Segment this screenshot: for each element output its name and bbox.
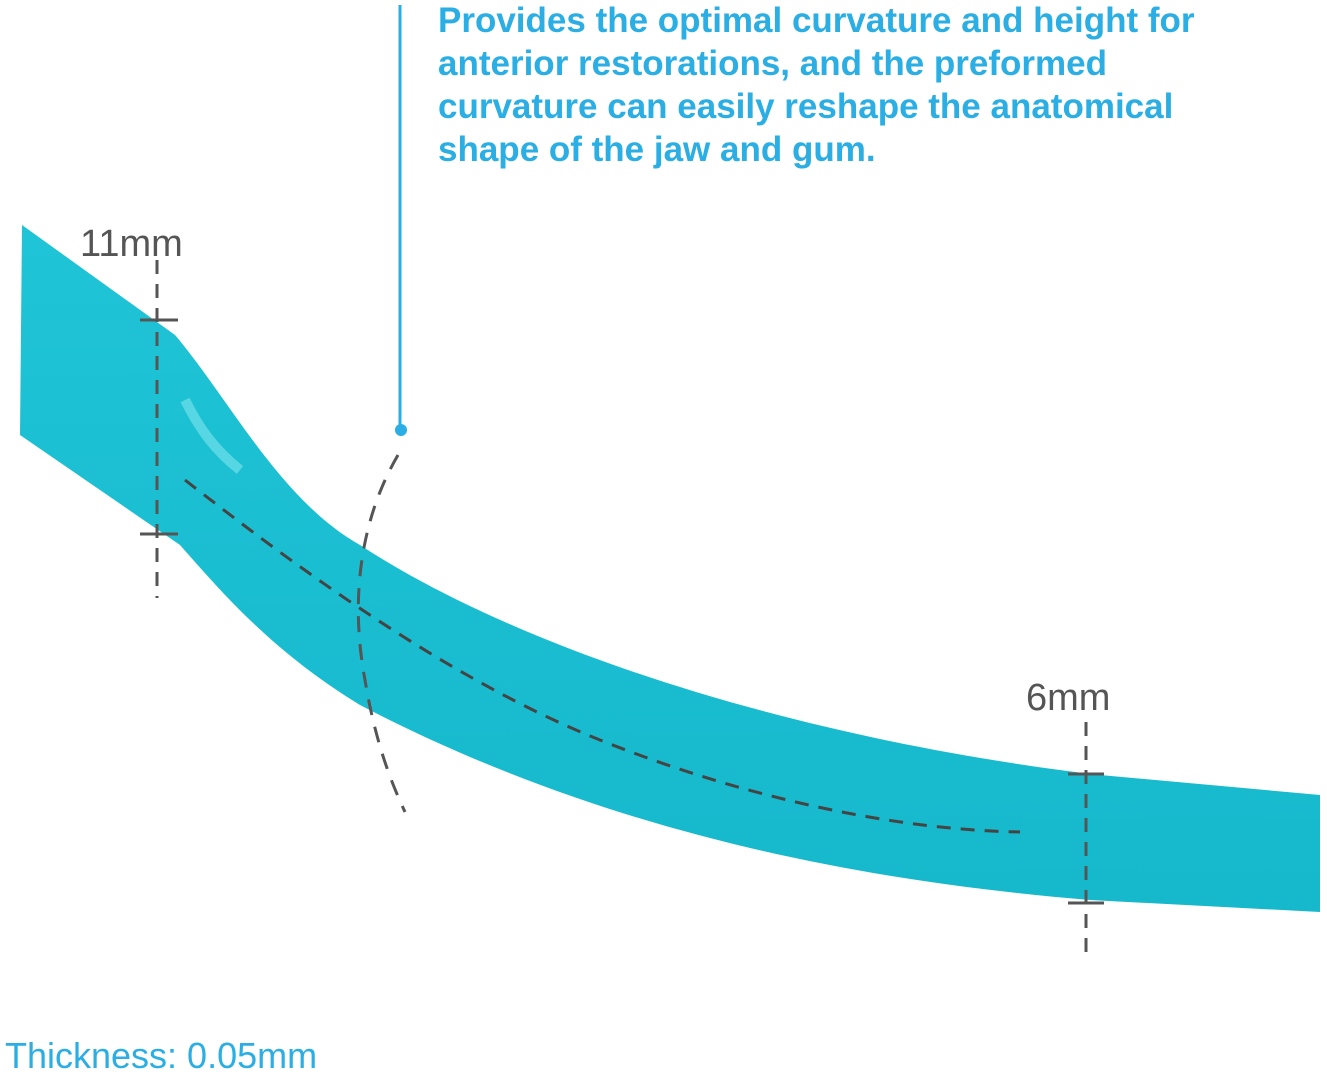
thickness-label: Thickness: 0.05mm (5, 1035, 317, 1076)
description-line: Provides the optimal curvature and heigh… (438, 1, 1195, 40)
dimension-left (140, 260, 178, 598)
description-line: curvature can easily reshape the anatomi… (438, 87, 1173, 126)
description-line: shape of the jaw and gum. (438, 130, 876, 169)
dimension-right (1068, 722, 1104, 955)
callout-dot (395, 424, 407, 436)
height-label: 6mm (1026, 677, 1110, 719)
highlight (180, 397, 244, 474)
description-line: anterior restorations, and the preformed (438, 44, 1107, 83)
centerline (184, 478, 1021, 834)
curvature-arc (356, 454, 407, 813)
height-label: 11mm (80, 223, 183, 265)
matrix-band (20, 225, 1320, 912)
